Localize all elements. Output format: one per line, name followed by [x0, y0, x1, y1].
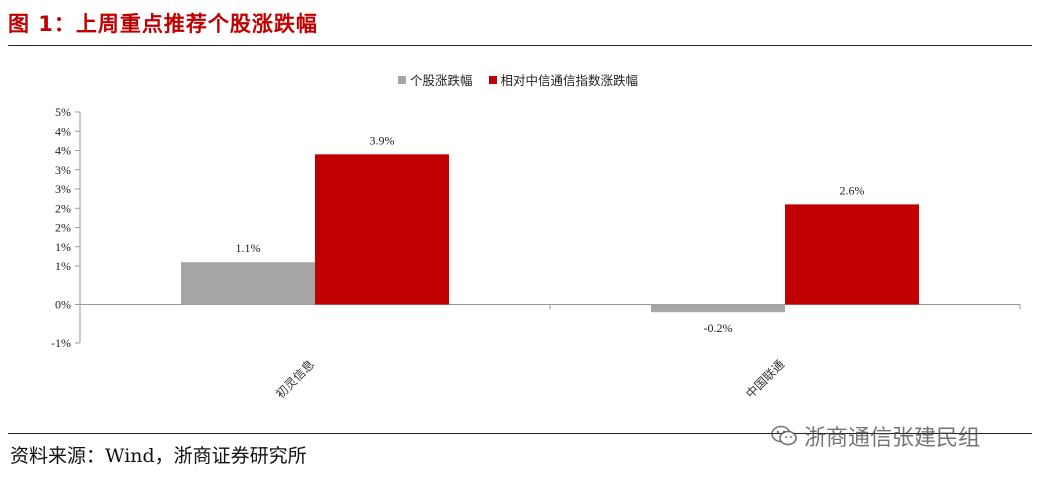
watermark-text: 浙商通信张建民组 [804, 426, 981, 451]
y-tick-label: 1% [55, 259, 71, 273]
legend-item-relative: 相对中信通信指数涨跌幅 [488, 70, 639, 89]
bar-relative [315, 154, 449, 305]
data-label: -0.2% [704, 321, 733, 335]
legend-item-stock: 个股涨跌幅 [398, 70, 473, 89]
wechat-icon [771, 425, 797, 446]
y-tick-label: 4% [55, 144, 71, 158]
bar-stock [651, 304, 785, 313]
footer-divider [8, 433, 1032, 434]
source-note: 资料来源：Wind，浙商证券研究所 [10, 445, 307, 467]
watermark: 浙商通信张建民组 [770, 420, 980, 452]
legend-label-stock: 个股涨跌幅 [410, 73, 473, 88]
y-tick-label: -1% [51, 336, 71, 350]
bar-relative [785, 204, 919, 305]
bar-chart: -1% 0% 1% 1% 2% 2% 3% 3% 4% 4% 5% 1.1% 3.9% 初灵信息 -0.2%… [51, 105, 1021, 402]
data-label: 3.9% [370, 133, 395, 147]
legend-label-relative: 相对中信通信指数涨跌幅 [500, 73, 639, 88]
chart-legend: 个股涨跌幅 相对中信通信指数涨跌幅 [398, 70, 638, 89]
legend-swatch-relative [488, 75, 497, 84]
title-divider [8, 45, 1032, 46]
x-category-label: 初灵信息 [273, 357, 318, 402]
y-tick-label: 5% [55, 105, 71, 119]
y-tick-label: 3% [55, 163, 71, 177]
y-tick-label: 4% [55, 124, 71, 138]
y-tick-label: 0% [55, 298, 71, 312]
x-category-label: 中国联通 [743, 357, 788, 402]
y-tick-label: 1% [55, 240, 71, 254]
figure-title: 图 1：上周重点推荐个股涨跌幅 [8, 12, 318, 36]
y-tick-label: 2% [55, 201, 71, 215]
data-label: 1.1% [236, 241, 261, 255]
y-tick-label: 2% [55, 221, 71, 235]
data-label: 2.6% [840, 183, 865, 197]
y-tick-label: 3% [55, 182, 71, 196]
legend-swatch-stock [398, 75, 406, 84]
bar-stock [181, 262, 315, 305]
